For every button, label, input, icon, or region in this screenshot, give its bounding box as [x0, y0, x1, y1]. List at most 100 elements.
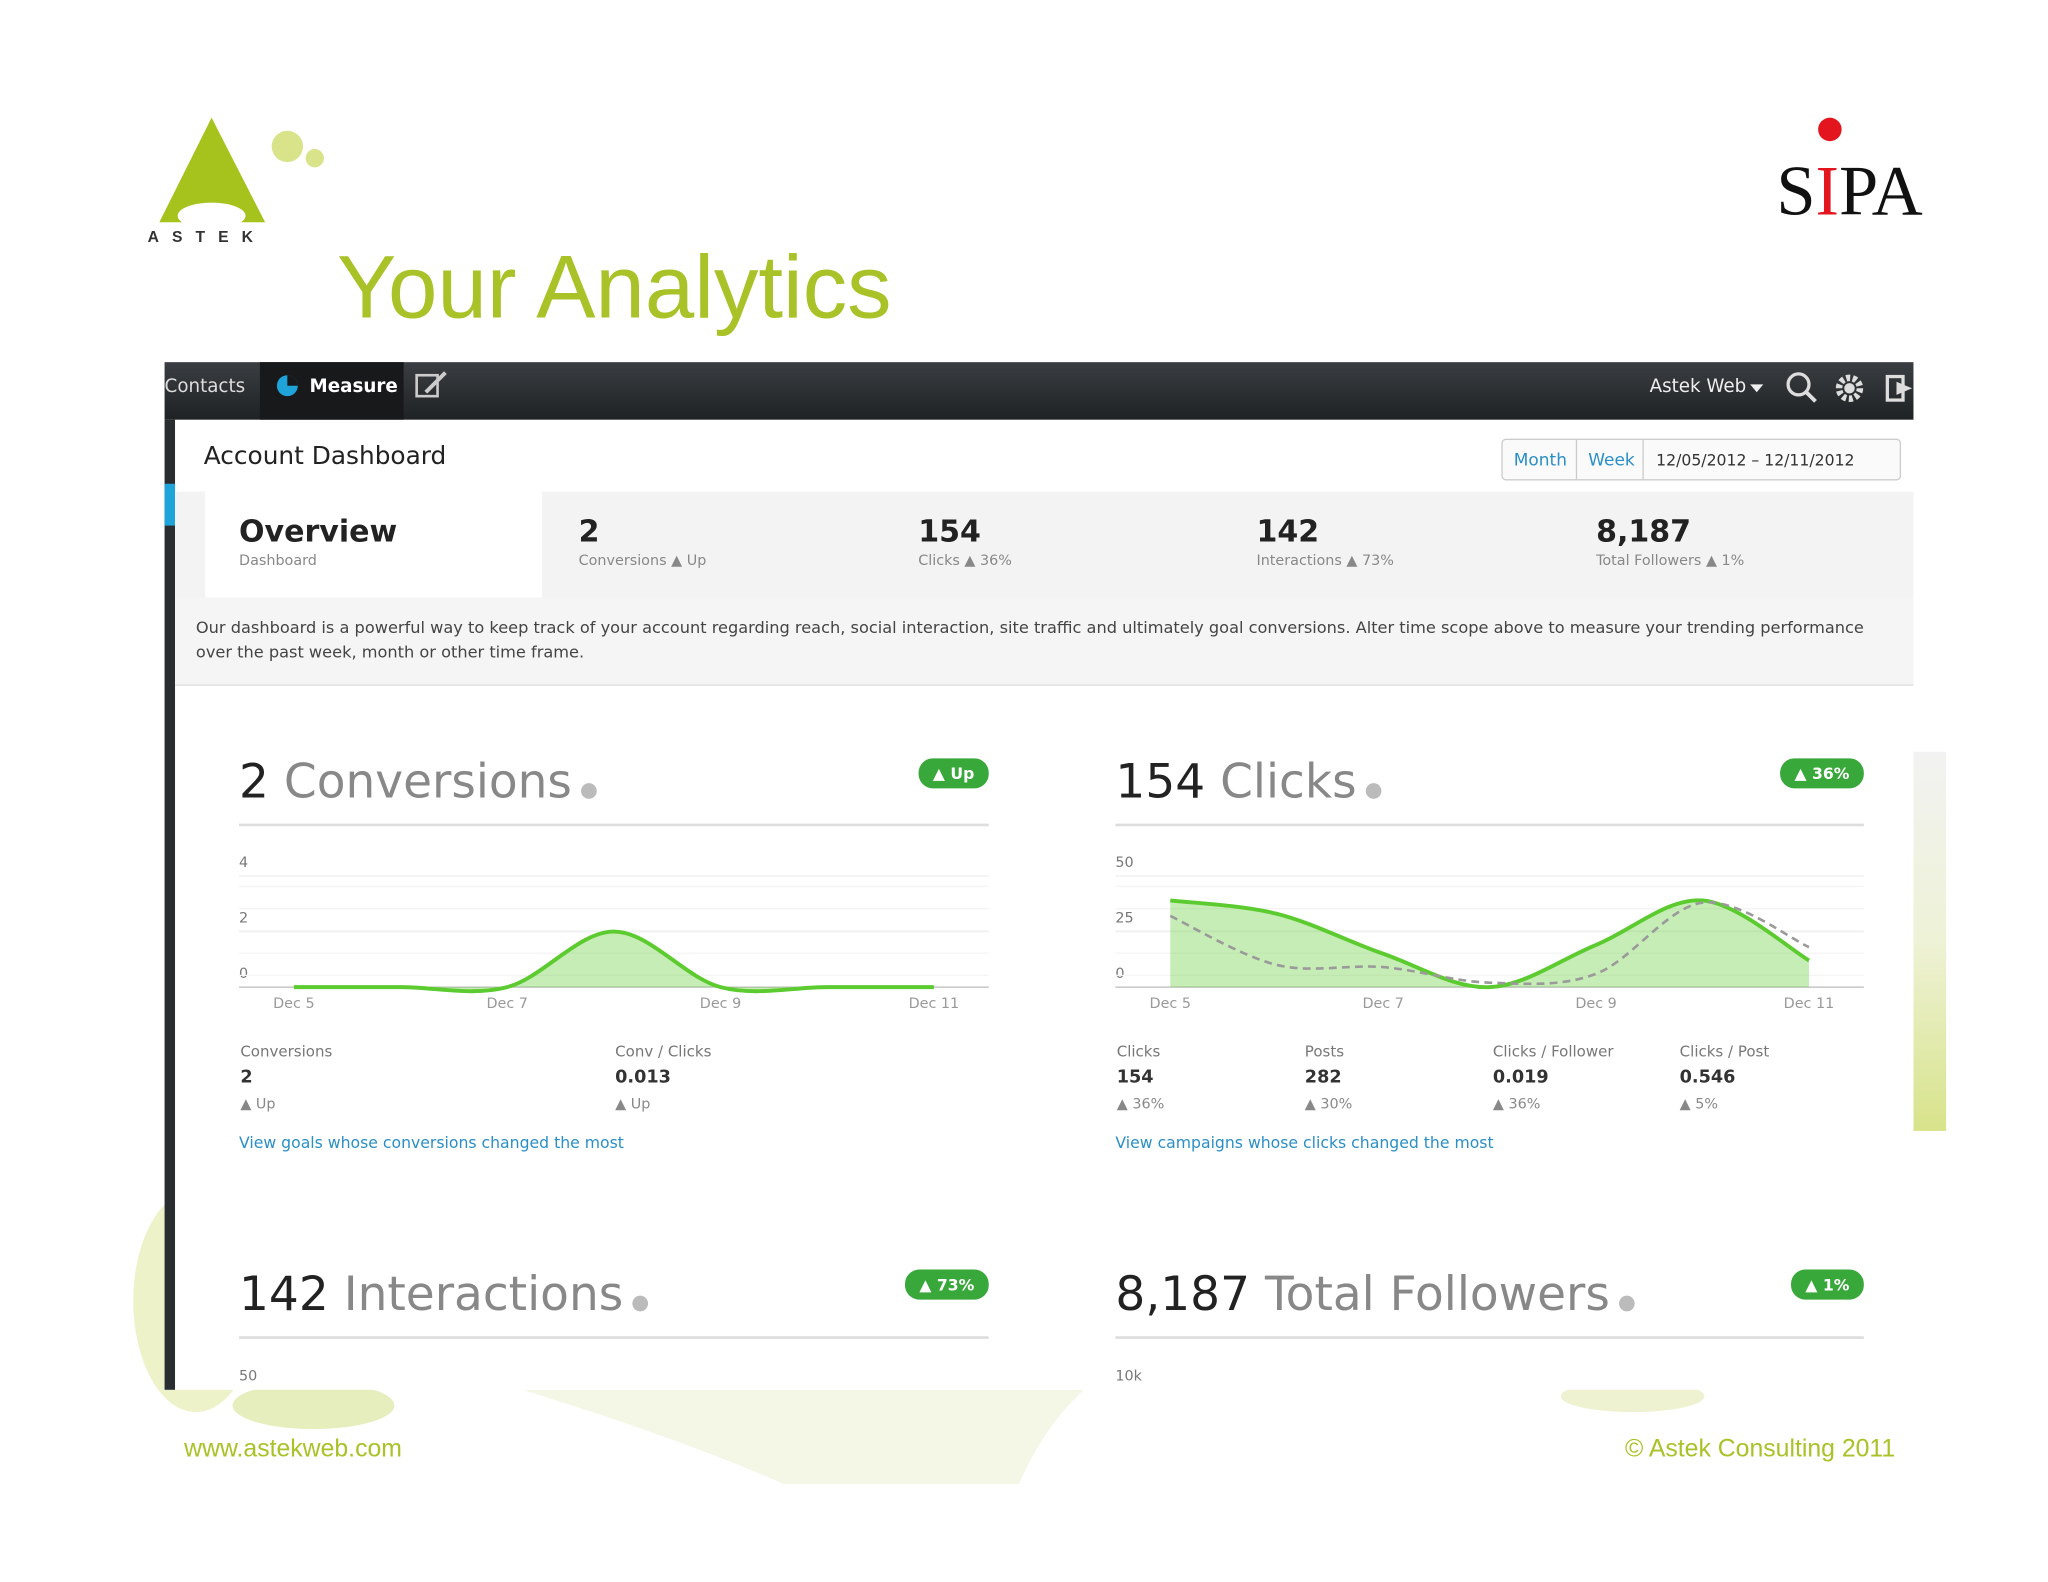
- page-heading: Account Dashboard: [204, 441, 447, 470]
- overview-title: Overview: [239, 514, 397, 549]
- y-tick-label: 0: [1115, 966, 1124, 982]
- y-tick-label: 2: [239, 910, 248, 926]
- x-tick-label: Dec 11: [1784, 996, 1835, 1012]
- logo-sipa: SIPA: [1776, 152, 1922, 230]
- dropdown-caret: [1750, 384, 1764, 393]
- stat-label: Conv / Clicks: [615, 1042, 711, 1060]
- kpi-label: Conversions ▲ Up: [579, 553, 707, 569]
- badge-text: ▲ 73%: [919, 1275, 974, 1294]
- panel-title: 8,187 Total Followers: [1115, 1267, 1609, 1322]
- logo-dot: [305, 149, 324, 168]
- logo-dot: [1818, 117, 1842, 142]
- stat-value: 0.019: [1493, 1068, 1549, 1088]
- stat-label: Clicks: [1117, 1042, 1161, 1060]
- stat-change: ▲ Up: [615, 1097, 650, 1113]
- badge: [904, 1269, 989, 1300]
- panel-link[interactable]: View campaigns whose clicks changed the …: [1115, 1133, 1493, 1152]
- panel-link[interactable]: View goals whose conversions changed the…: [239, 1133, 624, 1152]
- area: [293, 931, 934, 992]
- info-icon[interactable]: [1365, 783, 1382, 799]
- info-icon[interactable]: [581, 783, 597, 799]
- stat-change: ▲ 36%: [1117, 1097, 1165, 1113]
- stat-change: ▲ 36%: [1493, 1097, 1541, 1113]
- badge: [1790, 1269, 1864, 1300]
- overview-tab[interactable]: [205, 491, 543, 598]
- range-picker: [1501, 438, 1902, 481]
- panel-label: Clicks: [1220, 755, 1357, 810]
- info-icon[interactable]: [632, 1295, 649, 1312]
- kpi-value: 8,187: [1596, 514, 1691, 549]
- stat-value: 2: [240, 1068, 252, 1088]
- badge-text: ▲ Up: [933, 764, 974, 783]
- settings-icon: [1844, 383, 1855, 394]
- range-button[interactable]: Week: [1588, 450, 1635, 470]
- nav-icon: [287, 375, 298, 386]
- edit-icon[interactable]: [415, 373, 439, 398]
- area: [1170, 900, 1809, 988]
- footer-right: © Astek Consulting 2011: [1625, 1435, 1895, 1462]
- stat-change: ▲ Up: [240, 1097, 275, 1113]
- search-icon[interactable]: [1786, 372, 1811, 397]
- stat-change: ▲ 30%: [1305, 1097, 1353, 1113]
- stat-value: 282: [1305, 1068, 1342, 1088]
- badge: [918, 758, 989, 789]
- description: Our dashboard is a powerful way to keep …: [196, 618, 1864, 637]
- decor: [232, 1381, 395, 1430]
- panel-label: Conversions: [284, 755, 572, 810]
- y-tick-label: 0: [239, 966, 248, 982]
- y-tick-label: 50: [239, 1369, 257, 1385]
- panel-count: 142: [239, 1267, 329, 1322]
- search-icon: [1804, 390, 1817, 403]
- stat-label: Conversions: [240, 1042, 332, 1060]
- settings-icon[interactable]: [1835, 374, 1864, 403]
- panel-label: Total Followers: [1264, 1267, 1610, 1322]
- logo-part: PA: [1839, 152, 1923, 230]
- kpi-label: Interactions ▲ 73%: [1256, 553, 1393, 569]
- logo-dot: [271, 130, 304, 163]
- stat-change: ▲ 5%: [1680, 1097, 1718, 1113]
- x-tick-label: Dec 7: [1362, 996, 1403, 1012]
- panel-label: Interactions: [344, 1267, 624, 1322]
- decor: [522, 1389, 1085, 1484]
- panel-count: 8,187: [1115, 1267, 1250, 1322]
- y-tick-label: 25: [1115, 910, 1133, 926]
- range-button[interactable]: Month: [1514, 450, 1567, 470]
- account-menu[interactable]: Astek Web: [1650, 376, 1747, 397]
- panel-count: 2: [239, 755, 269, 810]
- stat-label: Clicks / Follower: [1493, 1042, 1614, 1060]
- description-box: [175, 597, 1914, 686]
- panel-count: 154: [1115, 755, 1205, 810]
- badge-text: ▲ 36%: [1794, 764, 1849, 783]
- kpi-value: 142: [1256, 514, 1319, 549]
- line: [293, 929, 934, 994]
- edit-icon: [424, 371, 447, 394]
- x-tick-label: Dec 9: [1575, 996, 1616, 1012]
- stat-label: Posts: [1305, 1042, 1344, 1060]
- x-tick-label: Dec 9: [700, 996, 741, 1012]
- slide-title: Your Analytics: [337, 238, 892, 337]
- stat-value: 154: [1117, 1068, 1154, 1088]
- kpi-label: Total Followers ▲ 1%: [1595, 553, 1744, 569]
- logo-text: ASTEK: [148, 229, 266, 246]
- nav-item[interactable]: Contacts: [165, 376, 246, 397]
- info-icon[interactable]: [1619, 1295, 1635, 1312]
- line: [1169, 901, 1810, 986]
- x-tick-label: Dec 5: [1150, 996, 1191, 1012]
- logo-triangle: [159, 117, 266, 223]
- kpi-value: 154: [918, 514, 981, 549]
- badge: [1780, 758, 1864, 789]
- panel-title: 154 Clicks: [1115, 755, 1356, 810]
- kpi-label: Clicks ▲ 36%: [918, 553, 1012, 569]
- x-tick-label: Dec 5: [273, 996, 314, 1012]
- logo-cut: [177, 202, 246, 229]
- kpi-value: 2: [579, 514, 600, 549]
- nav-item[interactable]: Measure: [310, 376, 398, 397]
- stat-label: Clicks / Post: [1680, 1042, 1770, 1060]
- overview-subtitle: Dashboard: [239, 553, 317, 569]
- footer-left[interactable]: www.astekweb.com: [183, 1435, 402, 1462]
- logo-part: I: [1816, 152, 1839, 230]
- date-range[interactable]: 12/05/2012 – 12/11/2012: [1656, 450, 1854, 469]
- y-tick-label: 50: [1115, 855, 1133, 871]
- logout-icon: [1896, 381, 1913, 395]
